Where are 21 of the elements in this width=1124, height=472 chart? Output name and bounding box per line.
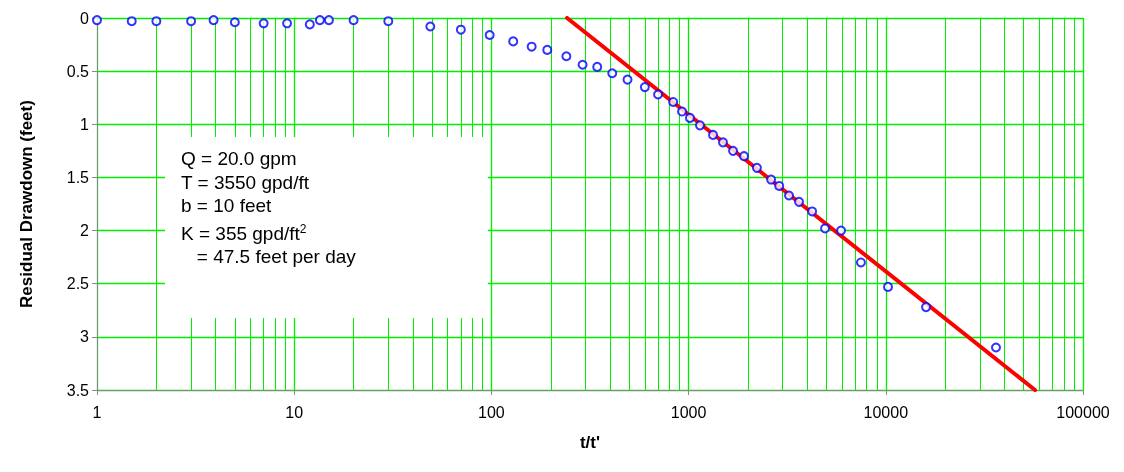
y-tick-label: 2 [80,222,90,240]
annotation: = 47.5 feet per day [195,245,357,269]
y-axis-title: Residual Drawdown (feet) [17,100,36,308]
x-tick-label: 100000 [1056,403,1110,421]
y-tick-label: 1.5 [66,168,90,186]
y-tick-label: 1 [80,115,90,133]
x-tick-label: 100 [478,403,505,421]
x-tick-label: 10000 [863,403,909,421]
annotation: b = 10 feet [181,194,273,218]
y-tick-label: 0.5 [66,62,90,80]
y-tick-label: 0 [80,9,90,27]
x-tick-label: 1 [92,403,102,421]
x-axis-title: t/t' [579,433,601,452]
x-tick-label: 1000 [670,403,707,421]
annotation: T = 3550 gpd/ft [181,170,310,194]
y-tick-label: 3.5 [66,381,90,399]
annotation: K = 355 gpd/ft$^{2}$ [181,220,308,246]
y-tick-label: 2.5 [66,275,90,293]
annotation: Q = 20.0 gpm [181,147,298,171]
x-tick-label: 10 [285,403,304,421]
y-tick-label: 3 [80,328,90,346]
